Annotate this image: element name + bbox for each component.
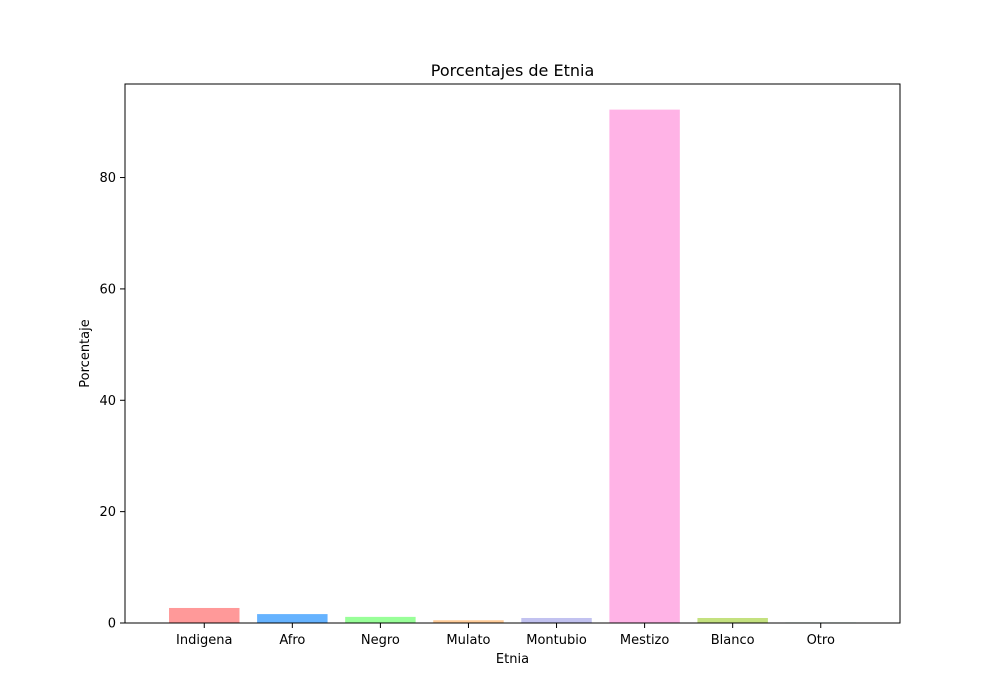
bar-montubio [521, 617, 592, 623]
y-tick-label: 80 [99, 171, 116, 186]
x-axis-label: Etnia [496, 652, 529, 667]
y-axis: 0 20 40 60 80 [99, 171, 125, 632]
plot-frame [124, 83, 901, 624]
x-tick-label-indigena: Indigena [176, 633, 232, 648]
x-tick-label-blanco: Blanco [711, 633, 755, 648]
x-tick-label-montubio: Montubio [526, 633, 587, 648]
x-axis: Indigena Afro Negro Mulato Montubio Mestizo Bl… [176, 623, 835, 648]
bar-mulato [433, 620, 504, 623]
y-axis-label: Porcentaje [78, 319, 93, 387]
chart-title: Porcentajes de Etnia [431, 61, 595, 80]
x-tick-label-mulato: Mulato [446, 633, 490, 648]
bar-afro [257, 614, 328, 623]
y-tick-label: 20 [99, 505, 116, 520]
bar-negro [345, 616, 416, 623]
bar-blanco [697, 617, 768, 623]
bar-mestizo [609, 109, 680, 623]
y-tick-label: 0 [108, 617, 116, 632]
x-tick-label-afro: Afro [279, 633, 305, 648]
x-tick-label-mestizo: Mestizo [620, 633, 670, 648]
y-tick-label: 60 [99, 282, 116, 297]
x-tick-label-negro: Negro [361, 633, 400, 648]
x-tick-label-otro: Otro [807, 633, 835, 648]
bar-indigena [169, 607, 240, 623]
bars-group [169, 109, 856, 623]
y-tick-label: 40 [99, 394, 116, 409]
